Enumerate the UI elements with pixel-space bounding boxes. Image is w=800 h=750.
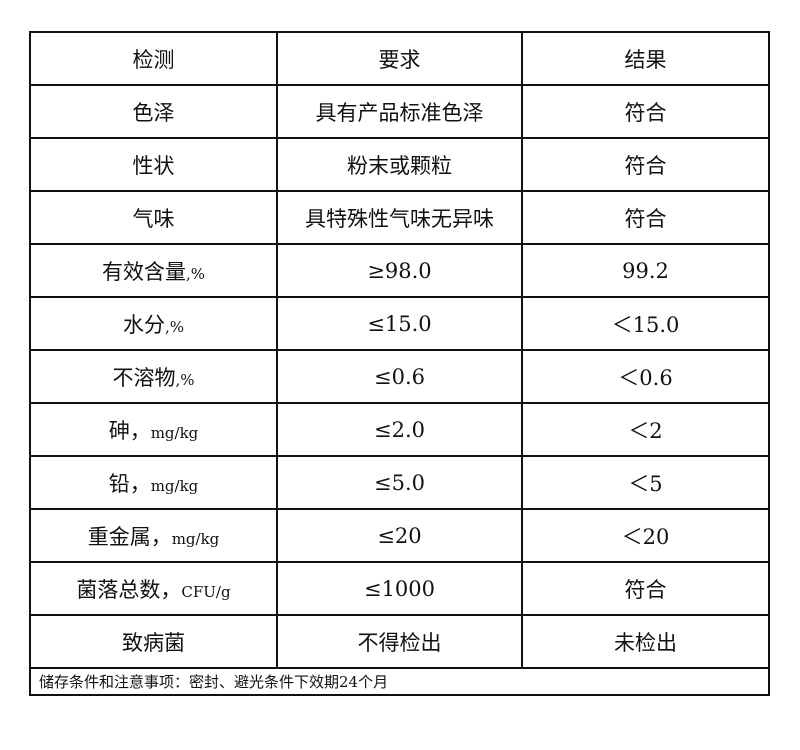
- item-cell: 色泽: [29, 84, 278, 139]
- header-requirement: 要求: [276, 31, 523, 86]
- storage-note: 储存条件和注意事项：密封、避光条件下效期24个月: [29, 667, 770, 696]
- footer-row: 储存条件和注意事项：密封、避光条件下效期24个月: [29, 667, 770, 696]
- item-cell: 性状: [29, 137, 278, 192]
- item-cell: 铅，mg/kg: [29, 455, 278, 510]
- table-row: 色泽 具有产品标准色泽 符合: [29, 84, 770, 139]
- table-row: 水分,% ≤15.0 ＜15.0: [29, 296, 770, 351]
- table-row: 重金属，mg/kg ≤20 ＜20: [29, 508, 770, 563]
- item-cell: 砷，mg/kg: [29, 402, 278, 457]
- item-name: 性状: [132, 153, 175, 178]
- item-unit: CFU/g: [181, 582, 231, 601]
- header-item: 检测: [29, 31, 278, 86]
- result-cell: ＜20: [521, 508, 770, 563]
- item-name: 重金属，: [87, 524, 172, 549]
- requirement-cell: ≤20: [276, 508, 523, 563]
- requirement-cell: ≤1000: [276, 561, 523, 616]
- requirement-cell: ≤0.6: [276, 349, 523, 404]
- item-cell: 不溶物,%: [29, 349, 278, 404]
- table-row: 性状 粉末或颗粒 符合: [29, 137, 770, 192]
- table-row: 不溶物,% ≤0.6 ＜0.6: [29, 349, 770, 404]
- item-unit: mg/kg: [150, 476, 199, 495]
- header-result: 结果: [521, 31, 770, 86]
- item-unit: ,%: [175, 370, 195, 389]
- result-cell: ＜5: [521, 455, 770, 510]
- item-name: 菌落总数，: [76, 577, 182, 602]
- item-unit: ,%: [185, 264, 206, 283]
- result-cell: 符合: [521, 84, 770, 139]
- item-name: 砷，: [108, 418, 151, 443]
- result-cell: 99.2: [521, 243, 770, 298]
- item-cell: 重金属，mg/kg: [29, 508, 278, 563]
- table-row: 致病菌 不得检出 未检出: [29, 614, 770, 669]
- inspection-table: 检测 要求 结果 色泽 具有产品标准色泽 符合 性状 粉末或颗粒 符合 气味 具特殊性气味无异…: [29, 31, 770, 696]
- requirement-cell: ≤15.0: [276, 296, 523, 351]
- item-unit: ,%: [164, 317, 185, 336]
- result-cell: ＜0.6: [521, 349, 770, 404]
- item-name: 有效含量: [101, 259, 186, 284]
- result-cell: ＜2: [521, 402, 770, 457]
- table-row: 铅，mg/kg ≤5.0 ＜5: [29, 455, 770, 510]
- item-name: 色泽: [132, 100, 175, 125]
- item-cell: 致病菌: [29, 614, 278, 669]
- item-cell: 有效含量,%: [29, 243, 278, 298]
- item-name: 气味: [132, 206, 175, 231]
- result-cell: 符合: [521, 137, 770, 192]
- table-row: 砷，mg/kg ≤2.0 ＜2: [29, 402, 770, 457]
- requirement-cell: 粉末或颗粒: [276, 137, 523, 192]
- item-name: 不溶物: [112, 365, 176, 390]
- requirement-cell: ≤5.0: [276, 455, 523, 510]
- item-name: 铅，: [108, 471, 151, 496]
- result-cell: 未检出: [521, 614, 770, 669]
- requirement-cell: 具特殊性气味无异味: [276, 190, 523, 245]
- table-row: 菌落总数，CFU/g ≤1000 符合: [29, 561, 770, 616]
- requirement-cell: ≤2.0: [276, 402, 523, 457]
- item-cell: 水分,%: [29, 296, 278, 351]
- table-row: 有效含量,% ≥98.0 99.2: [29, 243, 770, 298]
- item-unit: mg/kg: [171, 529, 220, 548]
- result-cell: 符合: [521, 561, 770, 616]
- requirement-cell: 不得检出: [276, 614, 523, 669]
- item-cell: 菌落总数，CFU/g: [29, 561, 278, 616]
- table-row: 气味 具特殊性气味无异味 符合: [29, 190, 770, 245]
- requirement-cell: ≥98.0: [276, 243, 523, 298]
- table-header-row: 检测 要求 结果: [29, 31, 770, 86]
- item-name: 致病菌: [122, 630, 185, 655]
- item-name: 水分: [122, 312, 165, 337]
- result-cell: 符合: [521, 190, 770, 245]
- result-cell: ＜15.0: [521, 296, 770, 351]
- item-unit: mg/kg: [150, 423, 199, 442]
- item-cell: 气味: [29, 190, 278, 245]
- requirement-cell: 具有产品标准色泽: [276, 84, 523, 139]
